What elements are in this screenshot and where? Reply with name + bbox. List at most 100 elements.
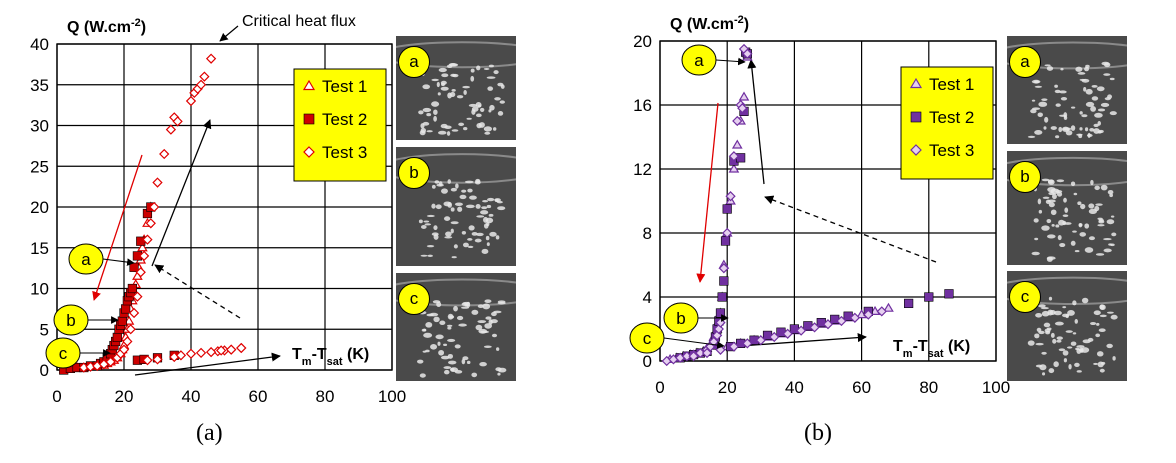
x-tick-label: 80 <box>316 387 335 406</box>
photo-bubble <box>1041 178 1050 182</box>
photo-bubble <box>1093 128 1100 134</box>
data-point <box>175 350 187 361</box>
photo-bubble <box>450 367 455 372</box>
photo-bubble <box>1100 102 1110 107</box>
photo-bubble <box>1098 328 1106 333</box>
photo-bubble <box>1111 232 1117 237</box>
regime-label-b: b <box>53 304 119 336</box>
photo-bubble <box>1046 218 1052 224</box>
x-tick-label: 40 <box>785 378 804 397</box>
data-point <box>737 103 748 114</box>
photo-bubble <box>1100 184 1108 191</box>
trend-arrow <box>764 195 937 263</box>
data-point <box>904 298 914 309</box>
y-tick-label: 4 <box>643 288 652 307</box>
photo-bubble <box>1041 310 1050 317</box>
data-point <box>742 48 753 59</box>
data-point <box>142 355 153 366</box>
photo-bubble <box>1081 78 1090 83</box>
photo-bubble <box>444 125 452 129</box>
photo-bubble <box>1096 351 1104 357</box>
photo-bubble <box>483 345 492 349</box>
data-point <box>152 177 163 188</box>
photo-bubble <box>497 206 506 211</box>
photo-bubble <box>439 320 446 326</box>
photo-bubble <box>470 75 475 82</box>
data-point <box>688 351 699 362</box>
regime-label-a: a <box>681 44 746 76</box>
photo-bubble <box>1063 115 1068 120</box>
photo-bubble <box>1085 88 1093 95</box>
photo-bubble <box>445 231 452 237</box>
data-point <box>195 79 207 90</box>
photo-bubble <box>479 107 485 112</box>
data-point <box>876 306 887 317</box>
photo-label-a: a <box>398 46 430 78</box>
photo-bubble <box>443 216 451 221</box>
photo-bubble <box>1084 247 1094 253</box>
regime-label-text: a <box>694 51 704 70</box>
photo-bubble <box>495 235 500 240</box>
photo-bubble <box>459 194 467 200</box>
data-point <box>122 336 133 347</box>
photo-bubble <box>1043 322 1051 328</box>
photo-bubble <box>1097 224 1105 227</box>
photo-bubble <box>1086 133 1093 137</box>
photo-bubble <box>1054 321 1064 326</box>
trend-arrow <box>151 119 212 267</box>
photo-bubble <box>450 207 455 212</box>
data-point <box>742 338 753 349</box>
photo-bubble <box>494 198 499 203</box>
photo-bubble <box>423 328 427 332</box>
photo-bubble <box>1033 218 1039 223</box>
regime-label-c: c <box>45 337 111 369</box>
x-tick-label: 40 <box>182 387 201 406</box>
photo-bubble <box>1042 196 1050 199</box>
photo-bubble <box>1107 190 1114 195</box>
photo-bubble <box>1031 251 1040 256</box>
photo-bubble <box>1097 108 1106 112</box>
photo-bubble <box>417 359 424 364</box>
photo-bubble <box>1055 224 1060 228</box>
photo-bubble <box>1046 327 1052 331</box>
photo-bubble <box>1093 123 1099 128</box>
photo-bubble <box>1106 219 1115 225</box>
data-point <box>755 335 766 346</box>
data-point <box>769 331 780 343</box>
photo-bubble <box>476 123 482 129</box>
photo-bubble <box>448 360 457 365</box>
photo-bubble <box>1038 304 1046 308</box>
data-point <box>708 336 719 347</box>
photo-bubble <box>1027 340 1035 346</box>
photo-bubble <box>431 78 439 82</box>
photo-bubble <box>1079 232 1087 237</box>
photo-label-b: b <box>1009 161 1041 193</box>
photo-bubble <box>476 215 485 218</box>
photo-bubble <box>1093 310 1101 316</box>
photo-bubble <box>1051 224 1055 227</box>
chart-a: 0 20 40 60 80 100 0 5 10 15 20 25 30 35 40 Q (W.cm-2) Tm… <box>30 13 406 406</box>
photo-bubble <box>1044 64 1051 67</box>
photo-bubble <box>1037 112 1043 118</box>
photo-bubble <box>1088 236 1095 241</box>
photo-bubble <box>1081 114 1088 118</box>
trend-arrow <box>134 352 281 376</box>
photo-bubble <box>1039 364 1047 371</box>
photo-bubble <box>456 95 464 99</box>
data-point <box>129 262 139 272</box>
photo-bubble <box>420 254 428 257</box>
photo-bubble <box>1048 296 1053 301</box>
photo-bubble <box>457 206 463 212</box>
photo-bubble <box>462 301 470 305</box>
data-point <box>185 95 197 107</box>
photo-bubble <box>491 333 498 338</box>
x-axis-label: Tm-Tsat (K) <box>292 346 369 368</box>
y-tick-label: 30 <box>30 117 49 136</box>
photo-bubble <box>1052 193 1057 200</box>
photo-bubble <box>426 130 433 133</box>
photo-bubble <box>1056 179 1065 183</box>
data-point <box>725 191 736 202</box>
photo-bubble <box>1050 209 1057 216</box>
photo-bubble <box>1035 342 1044 346</box>
photo-bubble <box>427 254 433 258</box>
